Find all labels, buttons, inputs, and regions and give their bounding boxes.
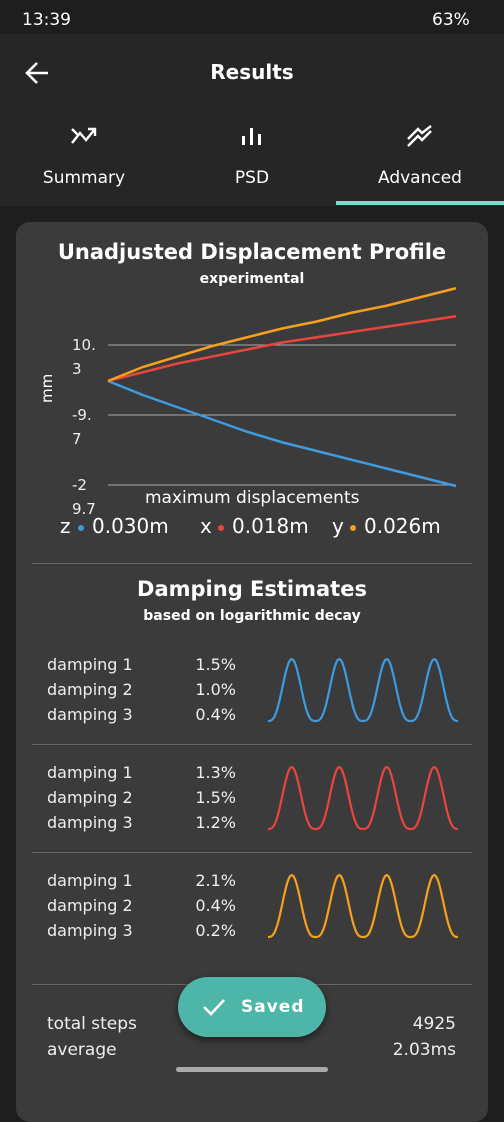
damping-label: damping 3 — [47, 921, 133, 940]
tab-icon — [407, 125, 432, 147]
screen: 13:39 63% Results Summary PSD Advanced Una… — [0, 10, 504, 1122]
tab[interactable]: Advanced — [378, 168, 462, 188]
stat-value: 2.03ms — [392, 1040, 456, 1060]
damping-value: 0.4% — [195, 896, 236, 915]
damping-value: 1.0% — [195, 680, 236, 699]
legend-name: z — [60, 514, 71, 538]
damping-label: damping 1 — [47, 763, 133, 782]
toast-text: Saved — [241, 997, 305, 1017]
legend-title: maximum displacements — [145, 488, 360, 508]
status-time: 13:39 — [22, 10, 71, 30]
stat-label: total steps — [47, 1014, 137, 1034]
line-series — [107, 287, 457, 383]
tab-icon — [242, 128, 261, 145]
card — [16, 222, 488, 1122]
legend-name: y — [332, 514, 344, 538]
damping-value: 1.5% — [195, 655, 236, 674]
section-subtitle: based on logarithmic decay — [143, 608, 361, 624]
divider — [32, 852, 472, 853]
chart-subtitle: experimental — [199, 271, 305, 287]
y-tick-label: -29.7 — [72, 475, 96, 518]
home-indicator — [176, 1067, 328, 1072]
divider — [32, 744, 472, 745]
y-tick-label: -9.7 — [72, 405, 92, 448]
damping-value: 1.2% — [195, 813, 236, 832]
stat-label: average — [47, 1040, 117, 1060]
divider — [32, 563, 472, 564]
legend-dot — [350, 525, 356, 531]
sparkline — [267, 765, 459, 831]
damping-label: damping 2 — [47, 896, 133, 915]
damping-value: 2.1% — [195, 871, 236, 890]
legend-dot — [218, 525, 224, 531]
sparkline — [267, 873, 459, 939]
legend-dot — [78, 525, 84, 531]
damping-label: damping 3 — [47, 705, 133, 724]
app-bar — [0, 34, 504, 206]
legend-value: 0.026m — [364, 514, 441, 538]
damping-label: damping 3 — [47, 813, 133, 832]
sparkline — [267, 657, 459, 723]
tab-indicator — [336, 201, 504, 205]
chart — [107, 287, 457, 488]
damping-label: damping 2 — [47, 788, 133, 807]
line-series — [107, 379, 457, 488]
damping-value: 0.4% — [195, 705, 236, 724]
check-icon — [203, 999, 225, 1016]
damping-value: 0.2% — [195, 921, 236, 940]
section-title: Damping Estimates — [137, 577, 367, 601]
legend-value: 0.030m — [92, 514, 169, 538]
damping-value: 1.3% — [195, 763, 236, 782]
sparklines — [267, 657, 459, 939]
legend-value: 0.018m — [232, 514, 309, 538]
status-battery: 63% — [432, 10, 470, 30]
tab[interactable]: PSD — [234, 168, 270, 188]
legend-name: x — [200, 514, 212, 538]
tab-icon — [71, 127, 97, 144]
damping-value: 1.5% — [195, 788, 236, 807]
line-series — [107, 315, 457, 383]
chart-title: Unadjusted Displacement Profile — [57, 240, 447, 264]
damping-label: damping 1 — [47, 655, 133, 674]
damping-label: damping 2 — [47, 680, 133, 699]
y-tick-label: 10.3 — [72, 335, 96, 378]
toast[interactable] — [178, 977, 326, 1037]
page-title: Results — [210, 60, 294, 84]
stat-value: 4925 — [412, 1014, 456, 1034]
damping-label: damping 1 — [47, 871, 133, 890]
back-button[interactable] — [24, 60, 50, 86]
tab[interactable]: Summary — [42, 168, 126, 188]
